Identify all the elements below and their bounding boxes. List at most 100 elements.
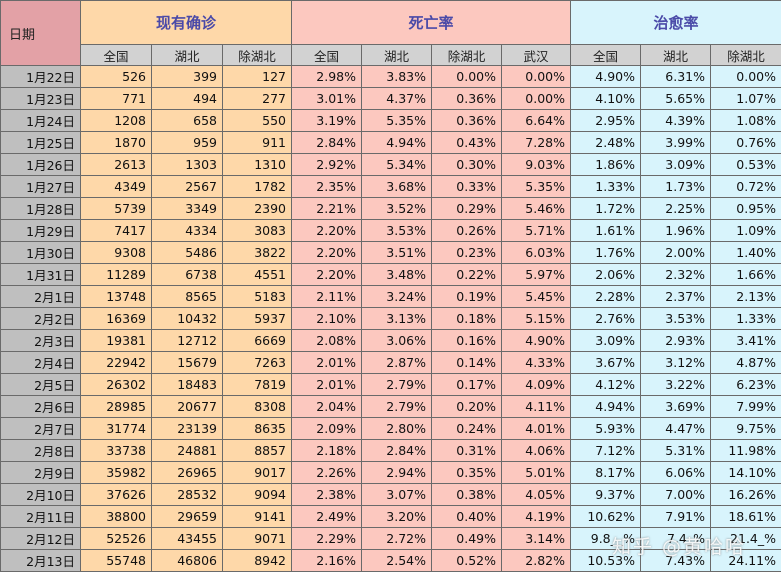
- cure-rate-hubei-cell: 6.31%: [640, 65, 712, 88]
- cure-rate-ex-hubei-cell: 6.23%: [710, 373, 781, 396]
- death-rate-ex-hubei-cell: 0.33%: [431, 175, 502, 198]
- death-rate-hubei-cell: 2.84%: [361, 439, 432, 462]
- cure-rate-national-cell: 1.86%: [570, 153, 642, 176]
- date-cell: 1月26日: [0, 153, 81, 176]
- death-rate-hubei-cell: 4.37%: [361, 87, 432, 110]
- cure-rate-hubei-cell: 1.96%: [640, 219, 712, 242]
- death-rate-ex-hubei-cell: 0.31%: [431, 439, 502, 462]
- confirmed-ex-hubei-cell: 7263: [222, 351, 292, 374]
- death-rate-hubei-cell: 2.72%: [361, 527, 432, 550]
- confirmed-national-cell: 26302: [80, 373, 152, 396]
- death-rate-national-cell: 2.18%: [291, 439, 362, 462]
- death-rate-ex-hubei-cell: 0.00%: [431, 65, 502, 88]
- table-row: 1月23日 771 494 277 3.01% 4.37% 0.36% 0.00% 4.10% 5…: [0, 87, 781, 110]
- death-rate-national-cell: 2.26%: [291, 461, 362, 484]
- death-rate-wuhan-cell: 7.28%: [500, 131, 572, 154]
- death-rate-ex-hubei-cell: 0.18%: [431, 307, 502, 330]
- confirmed-hubei-cell: 12712: [151, 329, 223, 352]
- death-rate-hubei-cell: 5.35%: [361, 109, 432, 132]
- death-rate-national-cell: 2.01%: [291, 373, 362, 396]
- date-cell: 1月30日: [0, 241, 81, 264]
- death-rate-hubei-cell: 3.06%: [361, 329, 432, 352]
- death-rate-national-cell: 2.92%: [291, 153, 362, 176]
- table-row: 2月1日 13748 8565 5183 2.11% 3.24% 0.19% 5.45% 2.2…: [0, 285, 781, 308]
- cure-rate-hubei-cell: 3.22%: [640, 373, 712, 396]
- cure-rate-national-cell: 10.62%: [570, 505, 642, 528]
- subheader-death-wuhan: 武汉: [500, 44, 572, 66]
- cure-rate-ex-hubei-cell: 16.26%: [710, 483, 781, 506]
- cure-rate-ex-hubei-cell: 14.10%: [710, 461, 781, 484]
- confirmed-ex-hubei-cell: 9017: [222, 461, 292, 484]
- cure-rate-hubei-cell: 6.06%: [640, 461, 712, 484]
- cure-rate-national-cell: 9.8__%: [570, 527, 642, 550]
- death-rate-wuhan-cell: 3.14%: [500, 527, 572, 550]
- cure-rate-ex-hubei-cell: 4.87%: [710, 351, 781, 374]
- table-row: 1月29日 7417 4334 3083 2.20% 3.53% 0.26% 5.71% 1.6…: [0, 219, 781, 242]
- confirmed-ex-hubei-cell: 1782: [222, 175, 292, 198]
- table-row: 2月4日 22942 15679 7263 2.01% 2.87% 0.14% 4.33% 3.…: [0, 351, 781, 374]
- confirmed-hubei-cell: 8565: [151, 285, 223, 308]
- death-rate-wuhan-cell: 5.46%: [500, 197, 572, 220]
- date-cell: 1月28日: [0, 197, 81, 220]
- death-rate-wuhan-cell: 5.71%: [500, 219, 572, 242]
- death-rate-national-cell: 2.38%: [291, 483, 362, 506]
- death-rate-ex-hubei-cell: 0.20%: [431, 395, 502, 418]
- date-cell: 1月22日: [0, 65, 81, 88]
- table-row: 2月7日 31774 23139 8635 2.09% 2.80% 0.24% 4.01% 5.…: [0, 417, 781, 440]
- cure-rate-hubei-cell: 5.31%: [640, 439, 712, 462]
- confirmed-national-cell: 11289: [80, 263, 152, 286]
- confirmed-hubei-cell: 5486: [151, 241, 223, 264]
- confirmed-ex-hubei-cell: 127: [222, 65, 292, 88]
- death-rate-hubei-cell: 3.48%: [361, 263, 432, 286]
- confirmed-national-cell: 33738: [80, 439, 152, 462]
- death-rate-wuhan-cell: 0.00%: [500, 65, 572, 88]
- confirmed-national-cell: 28985: [80, 395, 152, 418]
- cure-rate-national-cell: 4.10%: [570, 87, 642, 110]
- cure-rate-national-cell: 7.12%: [570, 439, 642, 462]
- confirmed-hubei-cell: 20677: [151, 395, 223, 418]
- confirmed-hubei-cell: 3349: [151, 197, 223, 220]
- confirmed-hubei-cell: 6738: [151, 263, 223, 286]
- death-rate-ex-hubei-cell: 0.19%: [431, 285, 502, 308]
- table-row: 2月12日 52526 43455 9071 2.29% 2.72% 0.49% 3.14% 9…: [0, 527, 781, 550]
- cure-rate-national-cell: 4.94%: [570, 395, 642, 418]
- death-rate-wuhan-cell: 6.03%: [500, 241, 572, 264]
- confirmed-national-cell: 38800: [80, 505, 152, 528]
- date-cell: 1月23日: [0, 87, 81, 110]
- table-row: 2月8日 33738 24881 8857 2.18% 2.84% 0.31% 4.06% 7.…: [0, 439, 781, 462]
- subheader-cure-ex-hubei: 除湖北: [710, 44, 781, 66]
- date-cell: 2月8日: [0, 439, 81, 462]
- confirmed-national-cell: 19381: [80, 329, 152, 352]
- confirmed-hubei-cell: 959: [151, 131, 223, 154]
- confirmed-ex-hubei-cell: 911: [222, 131, 292, 154]
- death-rate-ex-hubei-cell: 0.16%: [431, 329, 502, 352]
- death-rate-wuhan-cell: 5.45%: [500, 285, 572, 308]
- confirmed-national-cell: 52526: [80, 527, 152, 550]
- death-rate-hubei-cell: 2.94%: [361, 461, 432, 484]
- death-rate-hubei-cell: 3.20%: [361, 505, 432, 528]
- death-rate-national-cell: 2.08%: [291, 329, 362, 352]
- death-rate-national-cell: 2.84%: [291, 131, 362, 154]
- death-rate-national-cell: 2.35%: [291, 175, 362, 198]
- table-row: 1月26日 2613 1303 1310 2.92% 5.34% 0.30% 9.03% 1.8…: [0, 153, 781, 176]
- confirmed-hubei-cell: 658: [151, 109, 223, 132]
- table-row: 2月9日 35982 26965 9017 2.26% 2.94% 0.35% 5.01% 8.…: [0, 461, 781, 484]
- confirmed-hubei-cell: 46806: [151, 549, 223, 572]
- cure-rate-hubei-cell: 7.91%: [640, 505, 712, 528]
- death-rate-wuhan-cell: 4.01%: [500, 417, 572, 440]
- confirmed-national-cell: 771: [80, 87, 152, 110]
- table-row: 2月3日 19381 12712 6669 2.08% 3.06% 0.16% 4.90% 3.…: [0, 329, 781, 352]
- death-rate-hubei-cell: 3.24%: [361, 285, 432, 308]
- death-rate-ex-hubei-cell: 0.22%: [431, 263, 502, 286]
- death-rate-hubei-cell: 2.80%: [361, 417, 432, 440]
- death-rate-wuhan-cell: 4.06%: [500, 439, 572, 462]
- table-row: 1月30日 9308 5486 3822 2.20% 3.51% 0.23% 6.03% 1.7…: [0, 241, 781, 264]
- cure-rate-group-header: 治愈率: [570, 0, 781, 45]
- confirmed-national-cell: 37626: [80, 483, 152, 506]
- confirmed-hubei-cell: 2567: [151, 175, 223, 198]
- death-rate-national-cell: 2.16%: [291, 549, 362, 572]
- confirmed-national-cell: 16369: [80, 307, 152, 330]
- cure-rate-ex-hubei-cell: 0.95%: [710, 197, 781, 220]
- subheader-death-national: 全国: [291, 44, 362, 66]
- date-cell: 2月6日: [0, 395, 81, 418]
